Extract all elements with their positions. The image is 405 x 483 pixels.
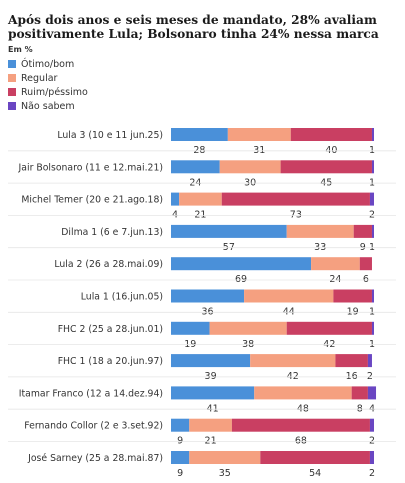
bar-segment: [171, 289, 245, 303]
bar-segment: [369, 418, 374, 432]
category-label: Lula 1 (16.jun.05): [81, 292, 163, 303]
bar-segment: [171, 224, 287, 238]
category-label: FHC 2 (25 a 28.jun.01): [58, 324, 163, 335]
bar-segment: [227, 128, 291, 141]
bar-segment: [219, 160, 281, 174]
bar-segment: [351, 386, 368, 400]
bar-segment: [260, 451, 370, 464]
legend-swatch: [8, 74, 16, 82]
bar-segment: [280, 160, 372, 174]
category-label: FHC 1 (18 a 20.jun.97): [58, 356, 163, 367]
bar-segment: [371, 160, 374, 174]
category-label: Lula 2 (26 a 28.mai.09): [54, 259, 163, 270]
unit-label: Em %: [8, 45, 33, 54]
data-label: 2: [369, 468, 375, 479]
legend-label: Não sabem: [21, 100, 75, 112]
bar-segment: [171, 386, 255, 400]
category-label: Dilma 1 (6 e 7.jun.13): [61, 227, 163, 238]
bar-segment: [171, 321, 210, 335]
bar-segment: [179, 192, 222, 206]
bar-segment: [369, 451, 374, 464]
legend-label: Regular: [21, 72, 58, 84]
bar-segment: [286, 224, 354, 238]
bar-segment: [171, 128, 228, 141]
bar-segment: [371, 128, 374, 141]
bar-segment: [244, 289, 334, 303]
bar-segment: [171, 418, 190, 432]
legend-item: Ruim/péssimo: [8, 85, 88, 99]
bar-segment: [353, 224, 372, 238]
legend-label: Ótimo/bom: [21, 58, 75, 70]
data-label: 35: [219, 468, 231, 479]
data-label: 9: [177, 468, 183, 479]
legend-swatch: [8, 60, 16, 68]
bar-segment: [367, 386, 377, 400]
legend-item: Regular: [8, 71, 88, 85]
category-label: Michel Temer (20 e 21.ago.18): [21, 195, 163, 206]
bar-segment: [189, 418, 232, 432]
bar-segment: [250, 354, 336, 368]
bar-segment: [254, 386, 352, 400]
bar-segment: [171, 192, 180, 206]
bar-segment: [290, 128, 372, 141]
bar-segment: [286, 321, 372, 335]
bar-segment: [171, 354, 251, 368]
category-label: José Sarney (25 a 28.mai.87): [27, 453, 163, 464]
bar-segment: [371, 321, 374, 335]
category-label: Fernando Collor (2 e 3.set.92): [24, 421, 163, 432]
bar-segment: [369, 192, 374, 206]
bar-segment: [371, 224, 374, 238]
data-label: 54: [309, 468, 321, 479]
bar-segment: [171, 257, 312, 271]
bar-segment: [221, 192, 370, 206]
bar-segment: [333, 289, 372, 303]
legend: Ótimo/bom Regular Ruim/péssimo Não sabem: [8, 57, 88, 113]
bar-segment: [335, 354, 368, 368]
legend-swatch: [8, 102, 16, 110]
bar-segment: [209, 321, 287, 335]
bar-segment: [171, 160, 220, 174]
bar-segment: [189, 451, 261, 464]
bar-segment: [231, 418, 370, 432]
legend-item: Ótimo/bom: [8, 57, 88, 71]
bar-segment: [371, 289, 374, 303]
chart-title: Após dois anos e seis meses de mandato, …: [8, 13, 379, 41]
bar-segment: [171, 451, 190, 464]
legend-swatch: [8, 88, 16, 96]
bar-segment: [367, 354, 372, 368]
bar-segment: [359, 257, 372, 271]
category-label: Lula 3 (10 e 11 jun.25): [57, 130, 163, 141]
legend-label: Ruim/péssimo: [21, 86, 88, 98]
category-label: Jair Bolsonaro (11 e 12.mai.21): [18, 162, 163, 173]
category-label: Itamar Franco (12 a 14.dez.94): [19, 388, 163, 399]
legend-item: Não sabem: [8, 99, 88, 113]
bar-segment: [311, 257, 360, 271]
